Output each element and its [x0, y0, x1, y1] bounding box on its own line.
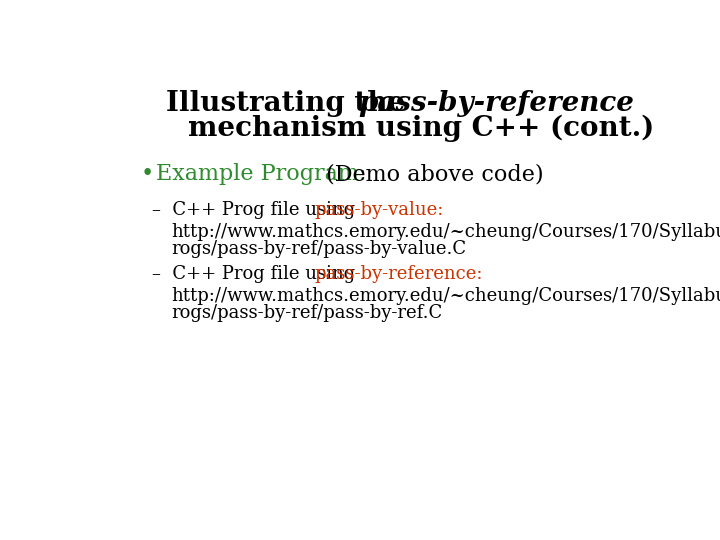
Text: –  C++ Prog file using: – C++ Prog file using: [152, 265, 361, 283]
Text: rogs/pass-by-ref/pass-by-ref.C: rogs/pass-by-ref/pass-by-ref.C: [171, 304, 443, 322]
Text: pass-by-reference:: pass-by-reference:: [314, 265, 482, 283]
Text: Example Program:: Example Program:: [156, 163, 366, 185]
Text: Illustrating the: Illustrating the: [166, 90, 415, 117]
Text: http://www.mathcs.emory.edu/~cheung/Courses/170/Syllabus/08/P: http://www.mathcs.emory.edu/~cheung/Cour…: [171, 223, 720, 241]
Text: pass-by-value:: pass-by-value:: [314, 201, 444, 219]
Text: http://www.mathcs.emory.edu/~cheung/Courses/170/Syllabus/08/P: http://www.mathcs.emory.edu/~cheung/Cour…: [171, 287, 720, 305]
Text: rogs/pass-by-ref/pass-by-value.C: rogs/pass-by-ref/pass-by-value.C: [171, 240, 467, 258]
Text: pass-by-reference: pass-by-reference: [359, 90, 634, 117]
Text: mechanism using C++ (cont.): mechanism using C++ (cont.): [189, 114, 654, 141]
Text: (Demo above code): (Demo above code): [319, 163, 544, 185]
Text: •: •: [140, 163, 153, 185]
Text: –  C++ Prog file using: – C++ Prog file using: [152, 201, 361, 219]
